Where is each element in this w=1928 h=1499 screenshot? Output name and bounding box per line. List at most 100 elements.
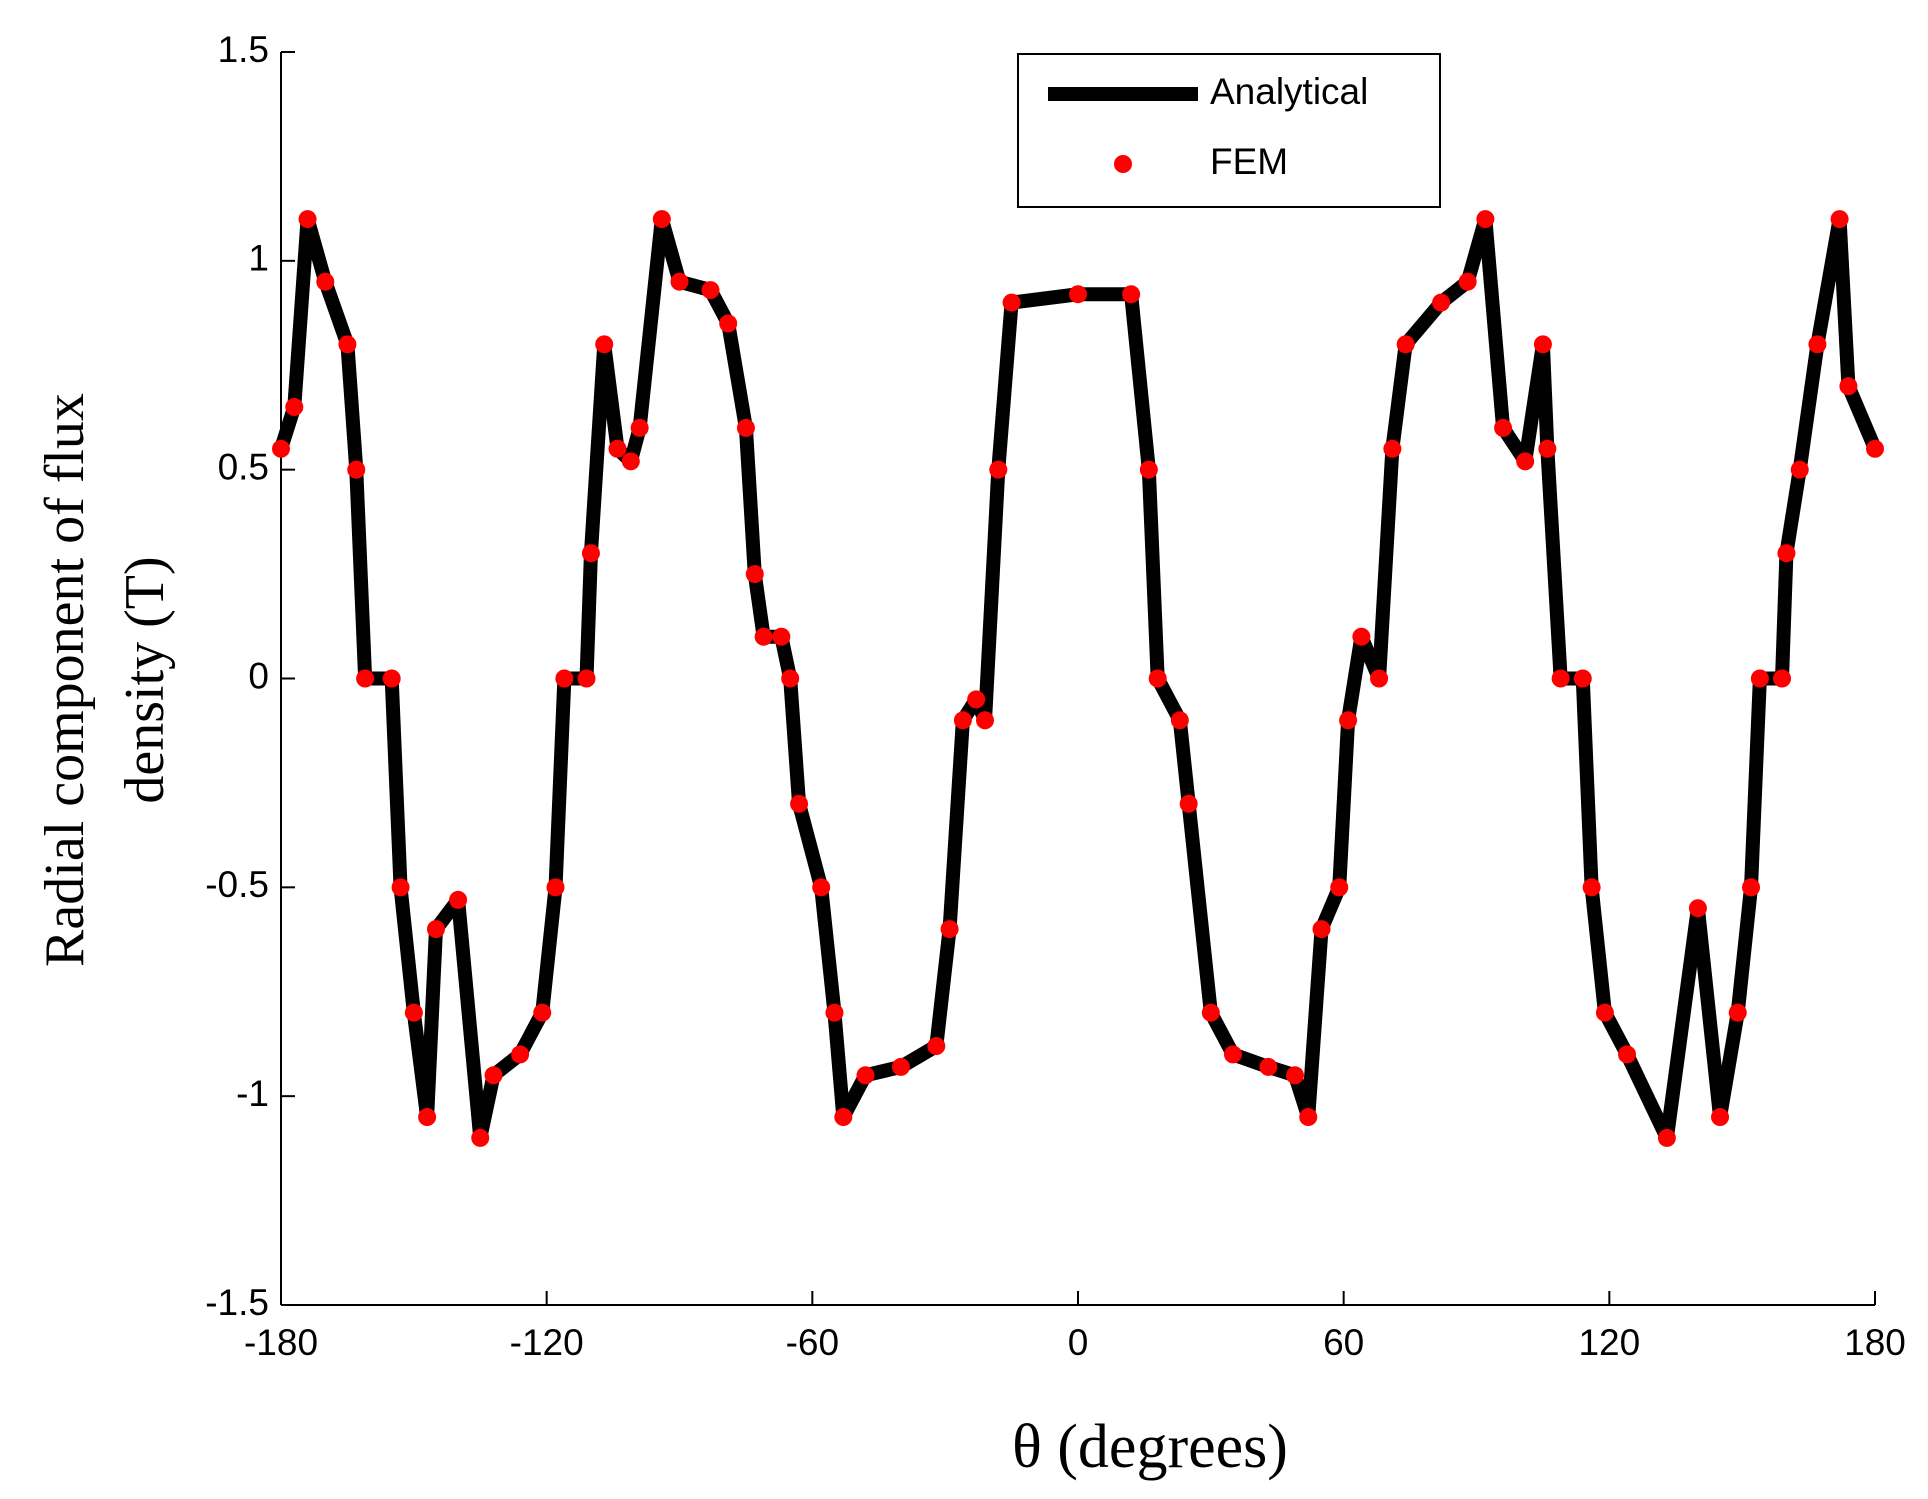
fem-point [1002, 293, 1021, 312]
fem-point [316, 272, 335, 291]
fem-point [1538, 439, 1557, 458]
fem-point [1688, 899, 1707, 918]
fem-point [825, 1003, 844, 1022]
fem-point [701, 281, 720, 300]
x-axis-label: θ (degrees) [1012, 1413, 1288, 1481]
fem-point [1551, 669, 1570, 688]
fem-point [1657, 1128, 1676, 1147]
legend-box [1017, 53, 1441, 208]
fem-point [1148, 669, 1167, 688]
fem-point [1285, 1066, 1304, 1085]
fem-point [404, 1003, 423, 1022]
fem-point [745, 565, 764, 584]
x-tick-label: 60 [1323, 1322, 1364, 1363]
fem-point [989, 460, 1008, 479]
fem-point [382, 669, 401, 688]
fem-point [391, 878, 410, 897]
fem-point [1432, 293, 1451, 312]
fem-point [1808, 335, 1827, 354]
fem-point [834, 1108, 853, 1127]
fem-point [1728, 1003, 1747, 1022]
fem-point [754, 627, 773, 646]
fem-point [772, 627, 791, 646]
fem-point [581, 544, 600, 563]
fem-point [426, 920, 445, 939]
fem-point [670, 272, 689, 291]
fem-point [484, 1066, 503, 1085]
fem-point [1516, 452, 1535, 471]
fem-point [595, 335, 614, 354]
y-tick-label: -1 [236, 1073, 269, 1114]
fem-point [1383, 439, 1402, 458]
legend-label: FEM [1210, 141, 1288, 182]
fem-point [1777, 544, 1796, 563]
x-tick-label: 180 [1844, 1322, 1906, 1363]
fem-point [1773, 669, 1792, 688]
y-tick-label: -1.5 [205, 1282, 269, 1323]
y-tick-label: 1 [248, 238, 269, 279]
fem-point [1458, 272, 1477, 291]
fem-point [1069, 285, 1087, 304]
fem-point [555, 669, 574, 688]
fem-point [546, 878, 565, 897]
fem-point [1476, 210, 1495, 229]
y-tick-label: 0.5 [218, 446, 269, 487]
fem-point [812, 878, 831, 897]
fem-point [1299, 1108, 1318, 1127]
fem-point [1370, 669, 1389, 688]
y-axis-label-line: density (T) [114, 556, 176, 803]
fem-point [1711, 1108, 1730, 1127]
fem-point [1259, 1057, 1278, 1076]
fem-point [449, 890, 468, 909]
fem-point [1595, 1003, 1614, 1022]
fem-point [272, 439, 290, 458]
fem-point [621, 452, 640, 471]
fem-point [577, 669, 596, 688]
fem-point [1866, 439, 1884, 458]
fem-point [1790, 460, 1809, 479]
fem-point [891, 1057, 910, 1076]
fem-point [347, 460, 366, 479]
fem-point [976, 711, 995, 730]
x-tick-label: -120 [510, 1322, 584, 1363]
fem-point [1352, 627, 1371, 646]
fem-point [1830, 210, 1849, 229]
fem-point [1330, 878, 1349, 897]
fem-point [736, 418, 755, 437]
fem-point [781, 669, 800, 688]
fem-point [927, 1037, 946, 1056]
fem-point [285, 398, 304, 417]
fem-point [1201, 1003, 1220, 1022]
fem-point [1396, 335, 1415, 354]
fem-point [1582, 878, 1601, 897]
fem-point [1122, 285, 1141, 304]
legend-swatch [1114, 155, 1132, 173]
fem-point [1742, 878, 1761, 897]
y-tick-label: 0 [248, 655, 269, 696]
fem-point [790, 794, 809, 813]
legend-label: Analytical [1210, 71, 1368, 112]
fem-point [298, 210, 317, 229]
fem-point [856, 1066, 875, 1085]
fem-point [719, 314, 738, 333]
fem-point [511, 1045, 530, 1064]
y-tick-label: -0.5 [205, 864, 269, 905]
y-axis-label-line: Radial component of flux [34, 393, 96, 967]
x-tick-label: 0 [1068, 1322, 1089, 1363]
fem-point [1573, 669, 1592, 688]
x-tick-label: -60 [786, 1322, 839, 1363]
fem-point [418, 1108, 437, 1127]
fem-point [1223, 1045, 1242, 1064]
fem-point [1618, 1045, 1637, 1064]
fem-point [1170, 711, 1189, 730]
fem-point [953, 711, 972, 730]
fem-point [630, 418, 649, 437]
fem-point [1839, 377, 1858, 396]
fem-point [1312, 920, 1331, 939]
x-tick-label: 120 [1578, 1322, 1640, 1363]
fem-point [1750, 669, 1769, 688]
fem-point [1179, 794, 1198, 813]
y-tick-label: 1.5 [218, 29, 269, 70]
